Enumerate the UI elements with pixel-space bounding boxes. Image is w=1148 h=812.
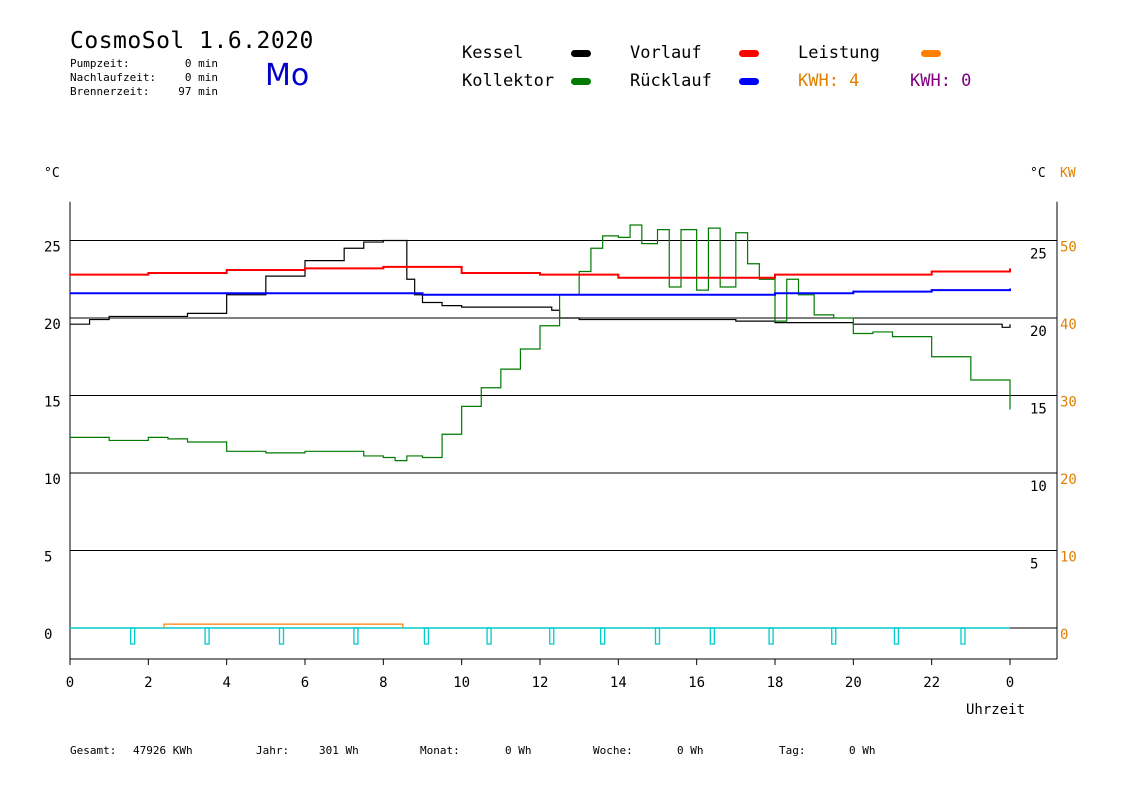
x-tick-label: 18 (767, 675, 784, 691)
y-right-temp-tick-label: 15 (1030, 402, 1047, 418)
pump-marker (709, 627, 715, 645)
right-axis-temp-unit: °C (1030, 166, 1046, 181)
y-right-power-tick-label: 0 (1060, 627, 1068, 643)
right-axis-power-unit: KW (1060, 166, 1076, 181)
legend-vorlauf-label: Vorlauf (630, 43, 702, 63)
y-right-power-tick-label: 10 (1060, 550, 1077, 566)
y-right-power-tick-label: 40 (1060, 317, 1077, 333)
x-tick-label: 10 (453, 675, 470, 691)
pump-marker (486, 627, 492, 645)
legend-kessel-swatch (571, 50, 591, 57)
y-right-temp-tick-label: 10 (1030, 479, 1047, 495)
x-tick-label: 4 (222, 675, 230, 691)
x-tick-label: 6 (301, 675, 309, 691)
footer-jahr-value: 301 Wh (319, 744, 359, 757)
pump-marker (549, 627, 555, 645)
pump-marker (831, 627, 837, 645)
x-axis-label: Uhrzeit (966, 702, 1026, 718)
pump-marker (960, 627, 966, 645)
legend-kessel-label: Kessel (462, 43, 524, 63)
y-left-tick-label: 15 (44, 395, 61, 411)
legend-kollektor-label: Kollektor (462, 71, 555, 91)
y-left-tick-label: 25 (44, 240, 61, 256)
footer-tag-label: Tag: (779, 744, 806, 757)
x-tick-label: 12 (532, 675, 549, 691)
pump-marker (130, 627, 136, 645)
x-tick-label: 22 (923, 675, 940, 691)
pump-marker (423, 627, 430, 645)
footer-gesamt-label: Gesamt: (70, 744, 117, 757)
series-kollektor (70, 224, 1011, 462)
left-axis-unit: °C (44, 166, 60, 181)
pump-marker (654, 627, 661, 645)
x-tick-label: 0 (1006, 675, 1014, 691)
y-left-tick-label: 10 (44, 472, 61, 488)
footer-tag-value: 0 Wh (849, 744, 876, 757)
footer-woche-label: Woche: (593, 744, 633, 757)
legend-kollektor-swatch (571, 78, 591, 85)
y-right-temp-tick-label: 20 (1030, 324, 1047, 340)
stat-pumpzeit-value: 0 min (184, 57, 218, 70)
x-tick-label: 20 (845, 675, 862, 691)
stat-nachlaufzeit-value: 0 min (184, 71, 218, 84)
pump-marker (893, 627, 900, 645)
legend-leistung-swatch (921, 50, 941, 57)
series-kessel (70, 239, 1011, 328)
x-tick-label: 8 (379, 675, 387, 691)
series-ruecklauf (70, 288, 1011, 296)
footer-woche-value: 0 Wh (677, 744, 704, 757)
y-left-tick-label: 0 (44, 627, 52, 643)
y-left-tick-label: 20 (44, 317, 61, 333)
x-tick-label: 2 (144, 675, 152, 691)
legend-ruecklauf-label: Rücklauf (630, 71, 712, 91)
y-right-power-tick-label: 20 (1060, 472, 1077, 488)
footer-monat-label: Monat: (420, 744, 460, 757)
y-right-power-tick-label: 50 (1060, 240, 1077, 256)
y-right-temp-tick-label: 5 (1030, 557, 1038, 573)
legend-ruecklauf-swatch (739, 78, 759, 85)
stat-brennerzeit-value: 97 min (178, 85, 218, 98)
page-title: CosmoSol 1.6.2020 (70, 28, 314, 54)
legend-kwh-solar: KWH: 4 (798, 71, 860, 91)
series-vorlauf (70, 265, 1011, 279)
stat-brennerzeit-label: Brennerzeit: (70, 85, 150, 98)
weekday-label: Mo (265, 58, 310, 93)
x-tick-label: 0 (66, 675, 74, 691)
x-tick-label: 14 (610, 675, 627, 691)
legend-kwh-other: KWH: 0 (910, 71, 972, 91)
stat-nachlaufzeit-label: Nachlaufzeit: (70, 71, 157, 84)
footer-gesamt-value: 47926 KWh (133, 744, 193, 757)
y-right-power-tick-label: 30 (1060, 395, 1077, 411)
pump-marker (353, 627, 359, 645)
x-tick-label: 16 (688, 675, 705, 691)
pump-marker (768, 627, 774, 645)
footer-monat-value: 0 Wh (505, 744, 532, 757)
pump-marker (204, 627, 210, 645)
y-left-tick-label: 5 (44, 550, 52, 566)
y-right-temp-tick-label: 25 (1030, 247, 1047, 263)
stat-pumpzeit-label: Pumpzeit: (70, 57, 130, 70)
legend-leistung-label: Leistung (798, 43, 880, 63)
series-leistung (163, 623, 404, 628)
pump-marker (278, 627, 285, 645)
footer-jahr-label: Jahr: (256, 744, 290, 757)
pump-marker (600, 627, 606, 645)
legend-vorlauf-swatch (739, 50, 759, 57)
